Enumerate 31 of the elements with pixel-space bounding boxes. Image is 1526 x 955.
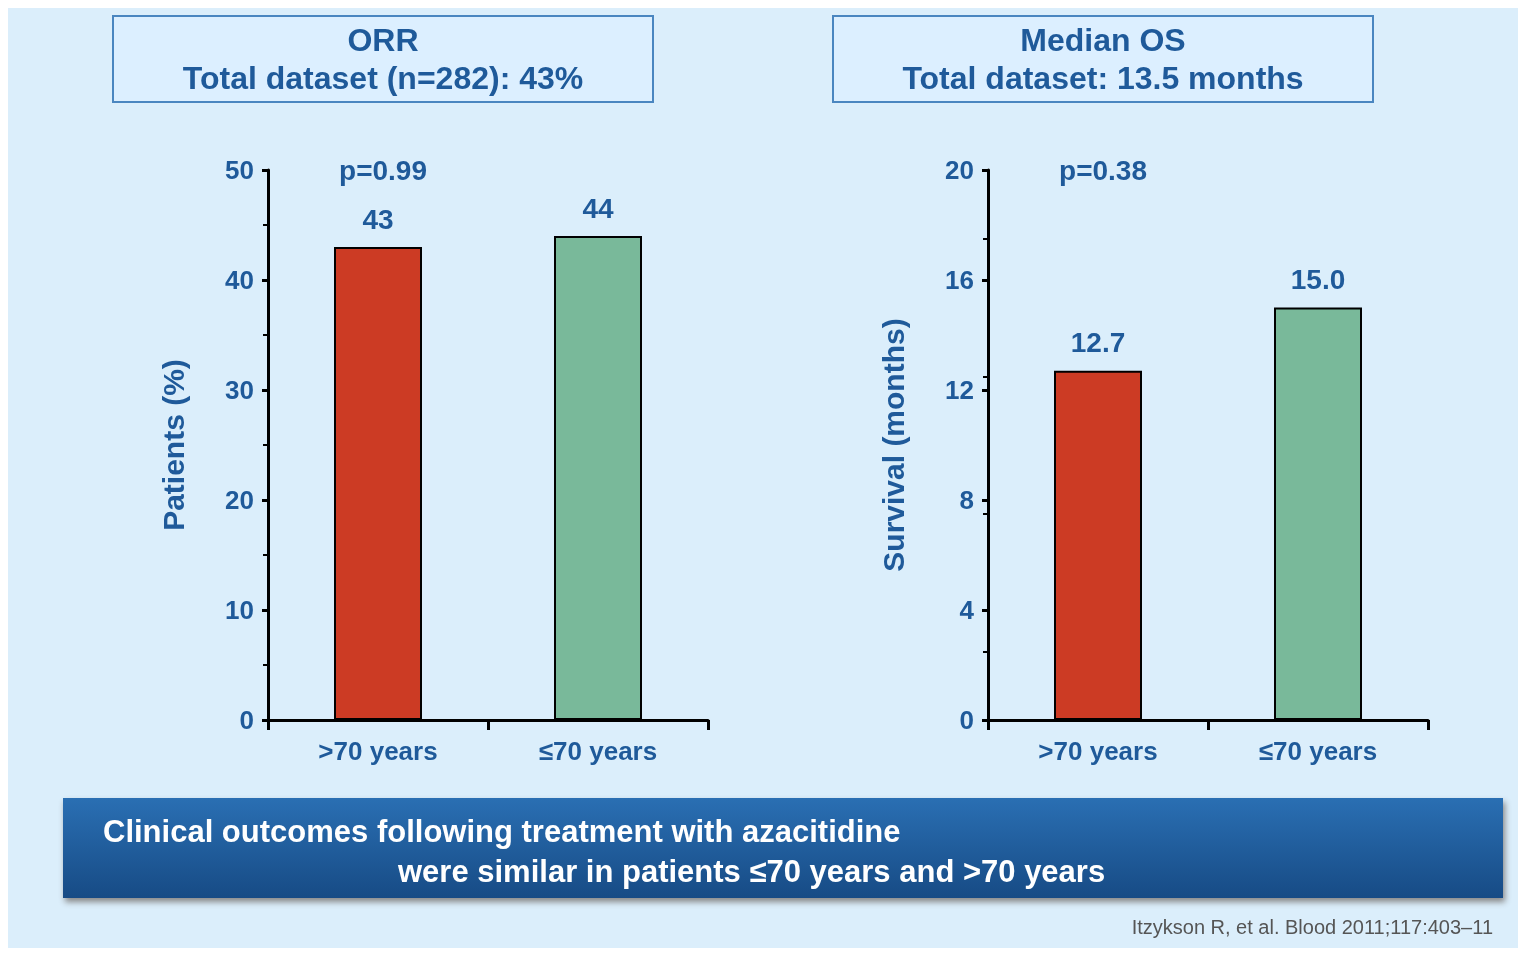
text: were similar in patients ≤70 years and >70 years xyxy=(397,853,1107,891)
data-label: 12.7 xyxy=(1070,327,1126,359)
x-tick-label: >70 years xyxy=(318,736,438,766)
y-tick-label: 50 xyxy=(225,155,254,185)
annotation: p=0.38 xyxy=(1059,154,1147,186)
y-tick-label: 0 xyxy=(239,705,254,735)
y-tick-label: 12 xyxy=(945,375,974,405)
y-tick-label: 20 xyxy=(945,155,974,185)
data-label: 44 xyxy=(582,192,614,224)
y-tick-label: 30 xyxy=(225,375,254,405)
y-tick-label: 16 xyxy=(945,265,974,295)
y-axis-title: Patients (%) xyxy=(156,359,190,531)
text: Itzykson R, et al. Blood 2011;117:403–11 xyxy=(1130,916,1494,939)
x-tick-label: ≤70 years xyxy=(538,736,658,766)
chart-subtitle: Total dataset: 13.5 months xyxy=(902,60,1304,96)
chart-title: Median OS xyxy=(1020,22,1186,58)
y-tick-label: 4 xyxy=(959,595,975,625)
chart-title: ORR xyxy=(347,22,419,58)
data-label: 43 xyxy=(362,203,394,235)
chart-subtitle: Total dataset (n=282): 43% xyxy=(182,60,584,96)
y-tick-label: 20 xyxy=(225,485,254,515)
y-tick-label: 10 xyxy=(225,595,254,625)
annotation: p=0.99 xyxy=(339,154,427,186)
data-label: 15.0 xyxy=(1290,264,1346,295)
text: Clinical outcomes following treatment with azacitidine xyxy=(103,813,902,851)
x-tick-label: ≤70 years xyxy=(1258,736,1378,766)
y-tick-label: 8 xyxy=(959,485,974,515)
y-axis-title: Survival (months) xyxy=(876,318,910,572)
y-tick-label: 0 xyxy=(959,705,974,735)
y-tick-label: 40 xyxy=(225,265,254,295)
x-tick-label: >70 years xyxy=(1038,736,1158,766)
